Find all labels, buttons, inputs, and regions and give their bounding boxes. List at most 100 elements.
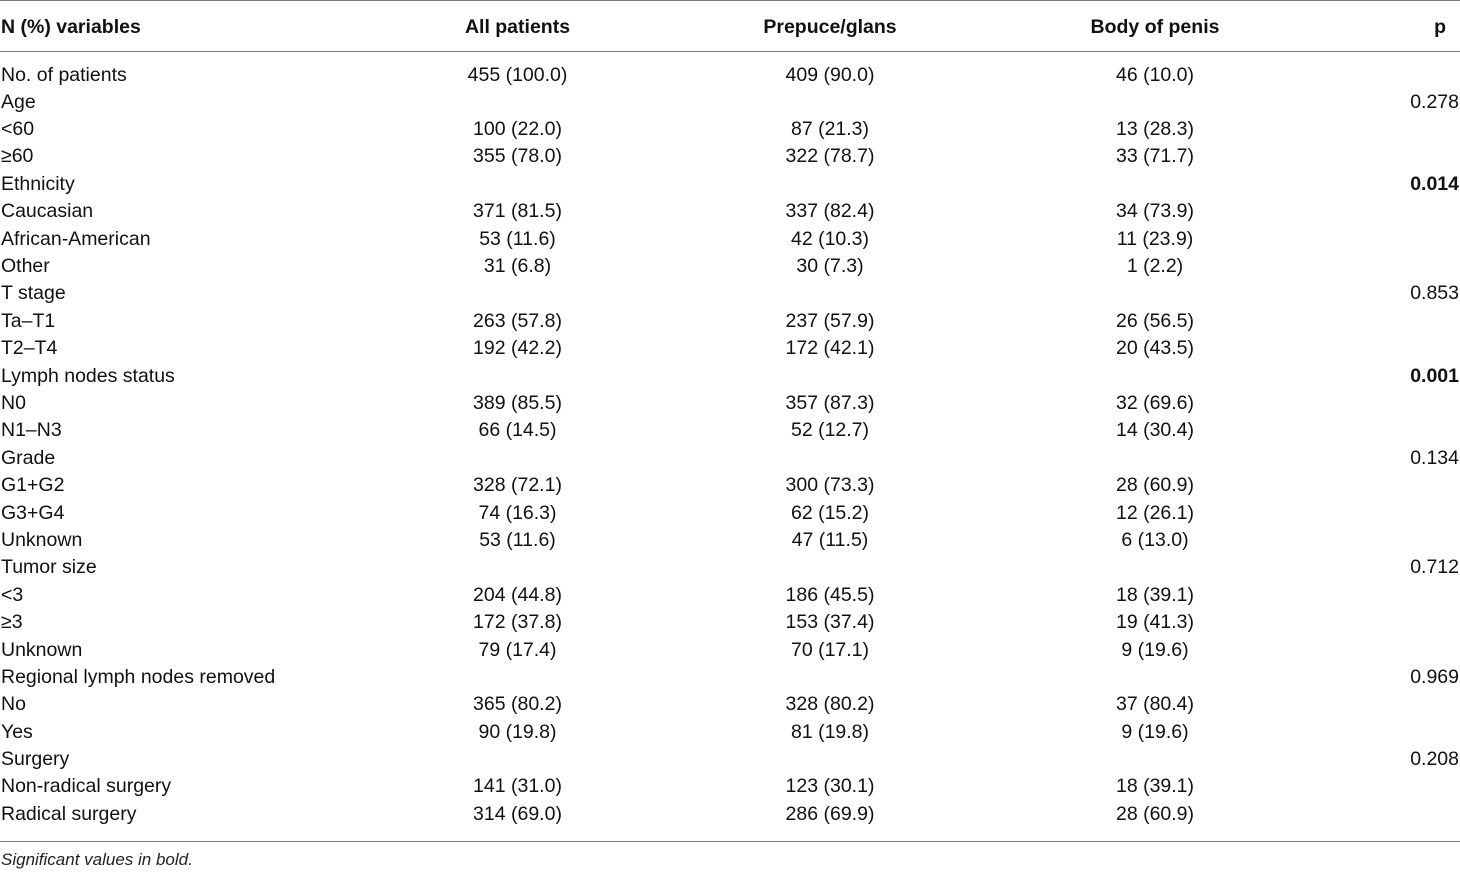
row-label: Lymph nodes status (1, 364, 175, 387)
cell-all-patients: 365 (80.2) (473, 693, 562, 716)
cell-p-value (1325, 773, 1460, 800)
cell-all-patients: 455 (100.0) (467, 63, 568, 86)
table-row: Caucasian 371 (81.5) 337 (82.4) 34 (73.9) (0, 198, 1460, 225)
cell-body-of-penis (985, 280, 1325, 307)
table-row: African-American 53 (11.6) 42 (10.3) 11 (23… (0, 225, 1460, 252)
table-row: Regional lymph nodes removed 0.969 (0, 664, 1460, 691)
cell-body-of-penis: 20 (43.5) (1115, 337, 1195, 360)
row-label: G3+G4 (1, 501, 65, 524)
row-label: Regional lymph nodes removed (1, 665, 276, 688)
cell-body-of-penis: 9 (19.6) (1121, 720, 1189, 743)
cell-p-value (1325, 801, 1460, 828)
row-label: T stage (1, 282, 66, 305)
cell-prepuce-glans (675, 280, 985, 307)
cell-prepuce-glans: 237 (57.9) (785, 309, 875, 332)
table-row: <60 100 (22.0) 87 (21.3) 13 (28.3) (0, 116, 1460, 143)
header-all-patients: All patients (360, 0, 675, 52)
cell-all-patients: 371 (81.5) (473, 200, 562, 223)
cell-body-of-penis: 14 (30.4) (1115, 419, 1195, 442)
cell-prepuce-glans: 357 (87.3) (785, 391, 875, 414)
cell-body-of-penis: 6 (13.0) (1121, 528, 1189, 551)
cell-p-value: 0.208 (1410, 748, 1459, 771)
table-row: Lymph nodes status 0.001 (0, 362, 1460, 389)
row-label: T2–T4 (1, 337, 58, 360)
table-row: Radical surgery 314 (69.0) 286 (69.9) 28 (6… (0, 801, 1460, 828)
cell-prepuce-glans: 328 (80.2) (785, 693, 875, 716)
cell-body-of-penis (985, 664, 1325, 691)
cell-all-patients: 66 (14.5) (478, 419, 557, 442)
cell-all-patients: 90 (19.8) (478, 720, 557, 743)
header-row: N (%) variables All patients Prepuce/gla… (0, 0, 1460, 52)
table-row: No. of patients 455 (100.0) 409 (90.0) 46 (… (0, 52, 1460, 89)
cell-prepuce-glans: 409 (90.0) (785, 63, 875, 86)
row-label: Unknown (1, 638, 83, 661)
cell-p-value (1325, 308, 1460, 335)
cell-prepuce-glans: 52 (12.7) (790, 419, 870, 442)
cell-prepuce-glans: 87 (21.3) (790, 118, 870, 141)
cell-body-of-penis: 34 (73.9) (1115, 200, 1195, 223)
table-row: G1+G2 328 (72.1) 300 (73.3) 28 (60.9) (0, 472, 1460, 499)
cell-p-value (1325, 472, 1460, 499)
header-p-value: p (1325, 0, 1460, 52)
cell-p-value (1325, 198, 1460, 225)
cell-p-value (1325, 253, 1460, 280)
table-row: Ta–T1 263 (57.8) 237 (57.9) 26 (56.5) (0, 308, 1460, 335)
table-row: Age 0.278 (0, 89, 1460, 116)
row-label: <3 (1, 583, 24, 606)
cell-body-of-penis: 46 (10.0) (1115, 63, 1195, 86)
table-row: No 365 (80.2) 328 (80.2) 37 (80.4) (0, 691, 1460, 718)
cell-body-of-penis (985, 89, 1325, 116)
cell-prepuce-glans: 286 (69.9) (785, 802, 875, 825)
header-variables: N (%) variables (0, 0, 360, 52)
cell-p-value: 0.001 (1410, 364, 1459, 387)
cell-all-patients: 31 (6.8) (483, 255, 552, 278)
cell-p-value: 0.014 (1410, 172, 1459, 195)
row-label: No (1, 693, 26, 716)
cell-body-of-penis (985, 554, 1325, 581)
table-row: T2–T4 192 (42.2) 172 (42.1) 20 (43.5) (0, 335, 1460, 362)
table-row: ≥60 355 (78.0) 322 (78.7) 33 (71.7) (0, 143, 1460, 170)
cell-prepuce-glans: 172 (42.1) (785, 337, 875, 360)
table-row: <3 204 (44.8) 186 (45.5) 18 (39.1) (0, 582, 1460, 609)
table-row: Yes 90 (19.8) 81 (19.8) 9 (19.6) (0, 718, 1460, 745)
cell-body-of-penis: 28 (60.9) (1115, 802, 1195, 825)
row-label: Tumor size (1, 556, 97, 579)
table-row: Unknown 53 (11.6) 47 (11.5) 6 (13.0) (0, 527, 1460, 554)
cell-body-of-penis: 18 (39.1) (1115, 583, 1195, 606)
header-prepuce-glans: Prepuce/glans (675, 0, 985, 52)
row-label: Other (1, 255, 50, 278)
cell-p-value (1325, 390, 1460, 417)
cell-p-value: 0.134 (1410, 446, 1459, 469)
cell-prepuce-glans (675, 171, 985, 198)
cell-all-patients (360, 445, 675, 472)
table-row: N1–N3 66 (14.5) 52 (12.7) 14 (30.4) (0, 417, 1460, 444)
cell-all-patients (360, 554, 675, 581)
cell-all-patients (360, 171, 675, 198)
table-row: Grade 0.134 (0, 445, 1460, 472)
cell-all-patients: 204 (44.8) (473, 583, 562, 606)
table-footnote: Significant values in bold. (1, 850, 193, 869)
cell-all-patients (360, 664, 675, 691)
cell-p-value: 0.853 (1410, 282, 1459, 305)
cell-prepuce-glans: 42 (10.3) (790, 227, 870, 250)
cell-all-patients: 389 (85.5) (473, 391, 562, 414)
cell-p-value (1325, 691, 1460, 718)
row-label: Grade (1, 446, 56, 469)
row-label: African-American (1, 227, 151, 250)
cell-all-patients: 355 (78.0) (473, 145, 562, 168)
cell-body-of-penis: 26 (56.5) (1115, 309, 1195, 332)
cell-body-of-penis: 37 (80.4) (1115, 693, 1195, 716)
cell-p-value (1325, 609, 1460, 636)
cell-prepuce-glans (675, 746, 985, 773)
row-label: Radical surgery (1, 802, 137, 825)
cell-p-value (1325, 718, 1460, 745)
table-row: T stage 0.853 (0, 280, 1460, 307)
row-label: N0 (1, 391, 26, 414)
cell-p-value: 0.712 (1410, 556, 1459, 579)
cell-body-of-penis: 13 (28.3) (1115, 118, 1195, 141)
cell-all-patients (360, 362, 675, 389)
cell-all-patients: 53 (11.6) (479, 227, 556, 250)
cell-all-patients: 79 (17.4) (478, 638, 557, 661)
cell-all-patients: 192 (42.2) (473, 337, 562, 360)
cell-all-patients (360, 746, 675, 773)
